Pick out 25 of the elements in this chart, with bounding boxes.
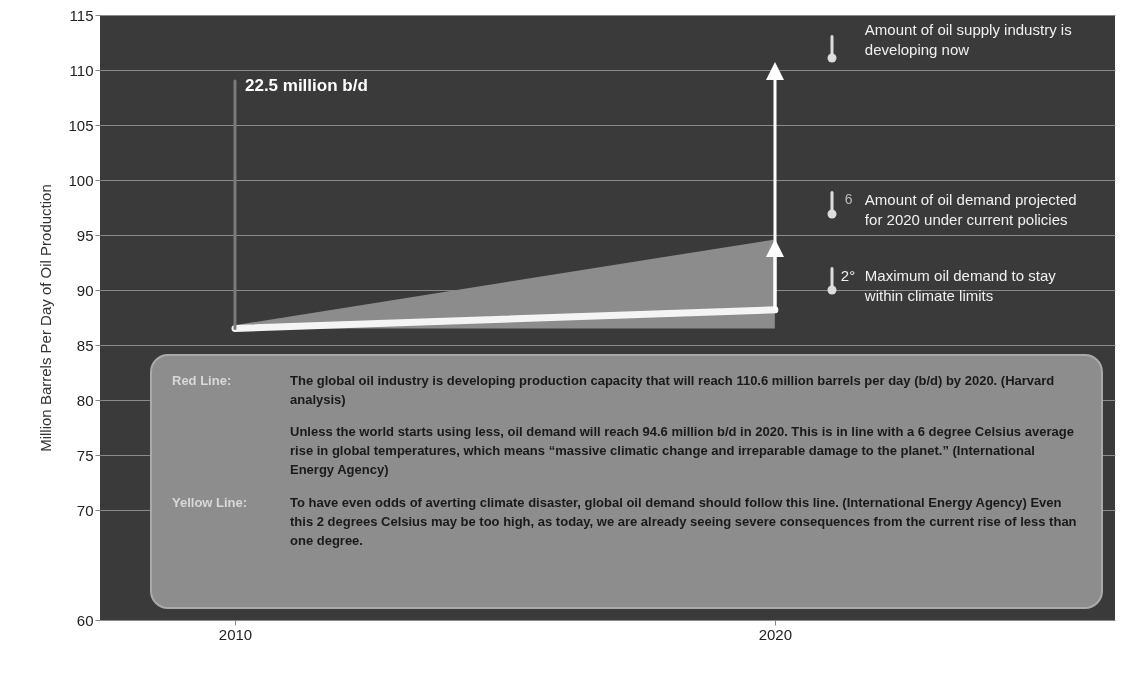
annotation: 22.5 million b/d <box>244 75 368 95</box>
y-tick-label: 70 <box>76 501 94 519</box>
y-tick-label: 85 <box>76 336 94 354</box>
y-tick-label: 95 <box>76 226 94 244</box>
y-tick-label: 105 <box>68 116 94 134</box>
annotation: The global oil industry is developing production capacity that will reach 110.6 million barrels per day (b/d) by 2020. (Harvard analysis) <box>290 371 1056 409</box>
y-tick-label: 115 <box>69 6 94 24</box>
annotation: Yellow Line: <box>172 494 249 512</box>
y-tick-label: 80 <box>76 391 94 409</box>
annotation: Unless the world starts using less, oil demand will reach 94.6 million b/d in 2020. This is in line with a 6 degree Celsius average rise in global temperatures, which means “massive climatic change and irreparable damage to the planet.” (International Energy Agency) <box>290 423 1075 480</box>
annotation: Maximum oil demand to stay within climate limits <box>863 267 1057 305</box>
annotation: Amount of oil demand projected for 2020 under current policies <box>864 191 1077 229</box>
y-tick-label: 110 <box>69 61 94 79</box>
y-tick-label: 60 <box>76 611 94 629</box>
y-tick-label: 75 <box>76 446 94 464</box>
annotation: To have even odds of averting climate disaster, global oil demand should follow this line. (International Energy Agency) Even this 2 degrees Celsius may be too high, as today, we are already seeing severe consequences from the current rise of less than one degree. <box>290 494 1078 550</box>
annotation: 6 <box>844 191 853 208</box>
annotation: 2° <box>840 267 856 285</box>
x-tick-label: 2010 <box>218 625 253 643</box>
annotation: Red Line: <box>172 371 233 390</box>
y-axis-title: Million Barrels Per Day of Oil Production <box>37 184 55 452</box>
annotation: Amount of oil supply industry is developing now <box>864 20 1072 58</box>
y-tick-label: 90 <box>76 281 94 299</box>
x-tick-label: 2020 <box>758 625 793 643</box>
y-tick-label: 100 <box>68 171 94 189</box>
